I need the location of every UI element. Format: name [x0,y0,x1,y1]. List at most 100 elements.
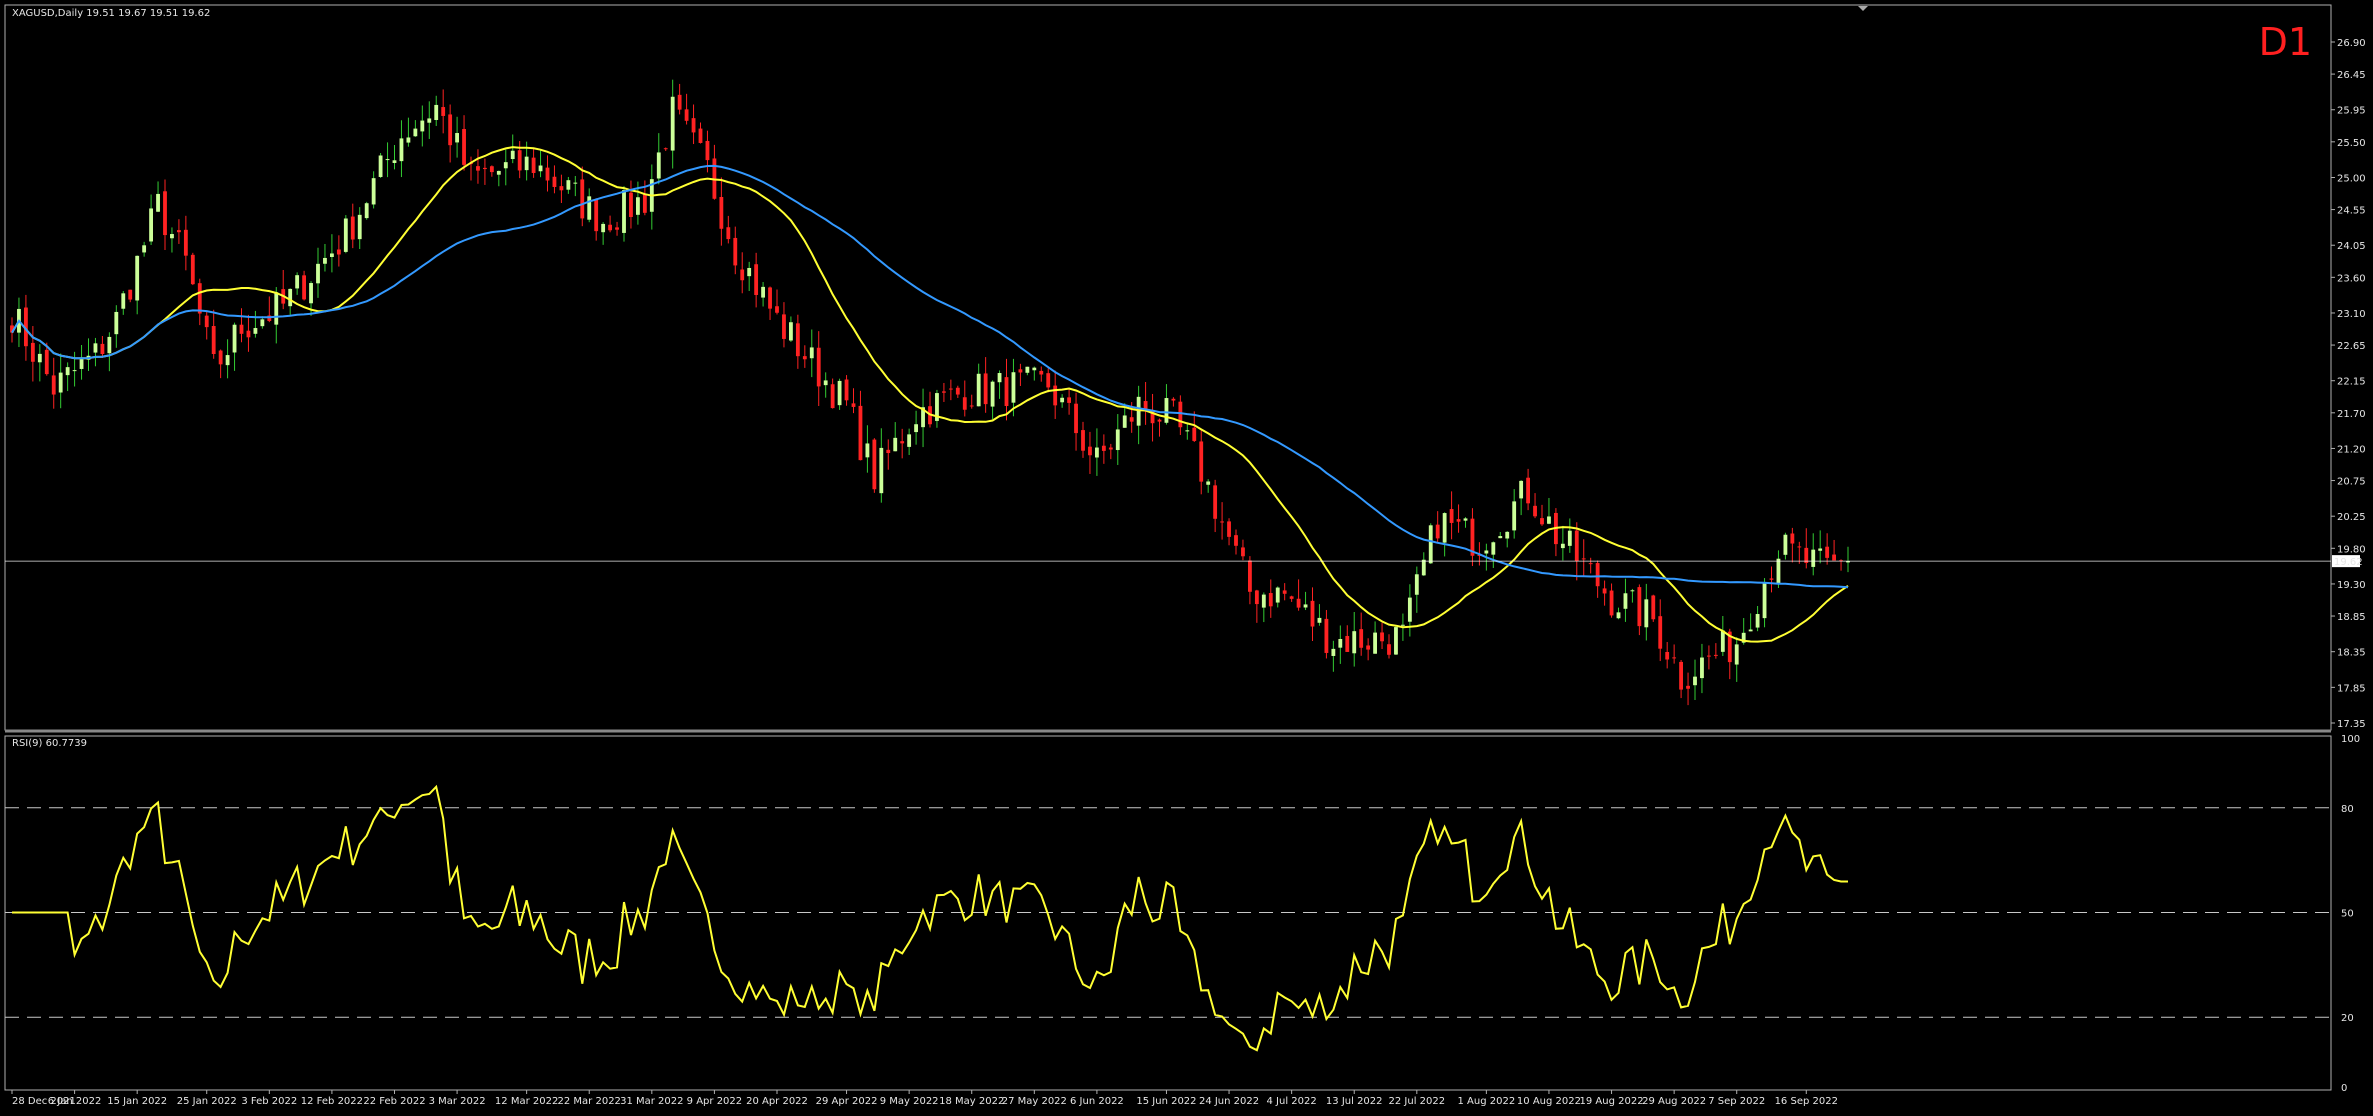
price-tick-label: 17.85 [2337,683,2366,694]
date-tick-label: 24 Jun 2022 [1199,1096,1259,1107]
candle-body [225,355,230,366]
price-tick-label: 25.95 [2337,106,2366,117]
candle-body [253,328,258,334]
candle-body [1540,518,1544,525]
candle-body [1651,595,1656,620]
candle-body [1018,369,1023,373]
candle-body [1609,590,1614,616]
price-tick-label: 25.50 [2337,138,2366,149]
candle-body [559,186,564,191]
candle-body [1407,597,1412,622]
candle-body [51,375,56,395]
candle-body [684,109,689,121]
candle-body [1414,574,1419,595]
rsi-tick-label: 80 [2341,804,2354,815]
candle-body [149,208,154,242]
candle-body [941,391,946,393]
candle-body [580,179,585,219]
candle-body [1004,377,1009,407]
date-tick-label: 7 Sep 2022 [1708,1096,1765,1107]
candle-body [1421,559,1426,576]
candle-body [211,326,216,355]
price-tick-label: 21.70 [2337,409,2366,420]
candle-body [622,190,626,233]
candle-body [316,263,320,284]
ma-fast-line [11,146,1849,643]
candle-body [156,193,160,212]
candle-body [1470,518,1475,556]
candle-body [1804,547,1809,563]
candle-body [427,118,432,123]
candle-body [782,314,786,339]
candle-body [100,343,105,354]
window-shift-marker[interactable] [1858,6,1868,11]
candle-body [399,138,404,162]
candle-body [1032,367,1037,371]
candle-body [1547,516,1551,524]
candle-body [1206,481,1211,485]
candle-body [907,434,912,447]
candle-body [441,107,446,116]
candle-body [1533,505,1537,517]
candle-body [274,292,279,325]
price-tick-label: 26.45 [2337,70,2366,81]
candle-body [969,405,974,407]
candle-body [482,167,487,170]
date-tick-label: 15 Jun 2022 [1136,1096,1196,1107]
candle-body [1345,635,1350,652]
candle-body [900,441,905,444]
candle-body [114,311,119,335]
candle-body [1567,530,1572,546]
candle-body [503,162,508,169]
candle-body [1456,519,1461,522]
date-tick-label: 3 Mar 2022 [429,1096,486,1107]
date-tick-label: 12 Feb 2022 [301,1096,363,1107]
candle-body [79,359,84,369]
candle-body [962,397,967,410]
candle-body [204,315,209,328]
candle-body [1720,630,1725,652]
candle-body [1679,661,1684,690]
candle-body [197,283,202,314]
candle-body [1394,627,1398,655]
candle-body [1199,441,1204,482]
candle-body [1797,546,1802,548]
candle-body [65,367,70,376]
date-tick-label: 20 Apr 2022 [746,1096,808,1107]
price-tick-label: 26.90 [2337,38,2366,49]
candle-body [1338,639,1343,648]
candle-body [573,182,578,184]
candle-body [336,249,341,255]
candle-body [1588,563,1593,565]
candle-body [1136,396,1141,426]
candle-body [809,347,814,359]
timeframe-label: D1 [2259,20,2312,64]
price-tick-label: 18.85 [2337,612,2366,623]
candle-body [1143,401,1148,412]
candle-body [1324,618,1329,653]
candle-body [642,194,647,213]
candle-body [309,283,313,304]
candle-body [1296,598,1301,608]
candle-body [1825,546,1830,558]
candle-body [1790,533,1795,544]
candle-body [455,133,460,143]
candle-body [510,150,515,160]
candle-body [1247,560,1252,592]
candle-body [761,286,766,298]
candle-body [1227,521,1231,537]
candle-body [413,128,418,137]
candle-body [1108,447,1113,450]
candle-body [476,166,480,171]
candle-body [691,118,696,133]
candle-body [406,137,411,143]
date-tick-label: 25 Jan 2022 [177,1096,237,1107]
date-tick-label: 29 Aug 2022 [1642,1096,1706,1107]
candle-body [976,373,981,407]
candle-body [1081,430,1085,451]
price-tick-label: 23.10 [2337,309,2366,320]
current-price-badge [2332,555,2360,568]
candle-body [1449,509,1454,523]
